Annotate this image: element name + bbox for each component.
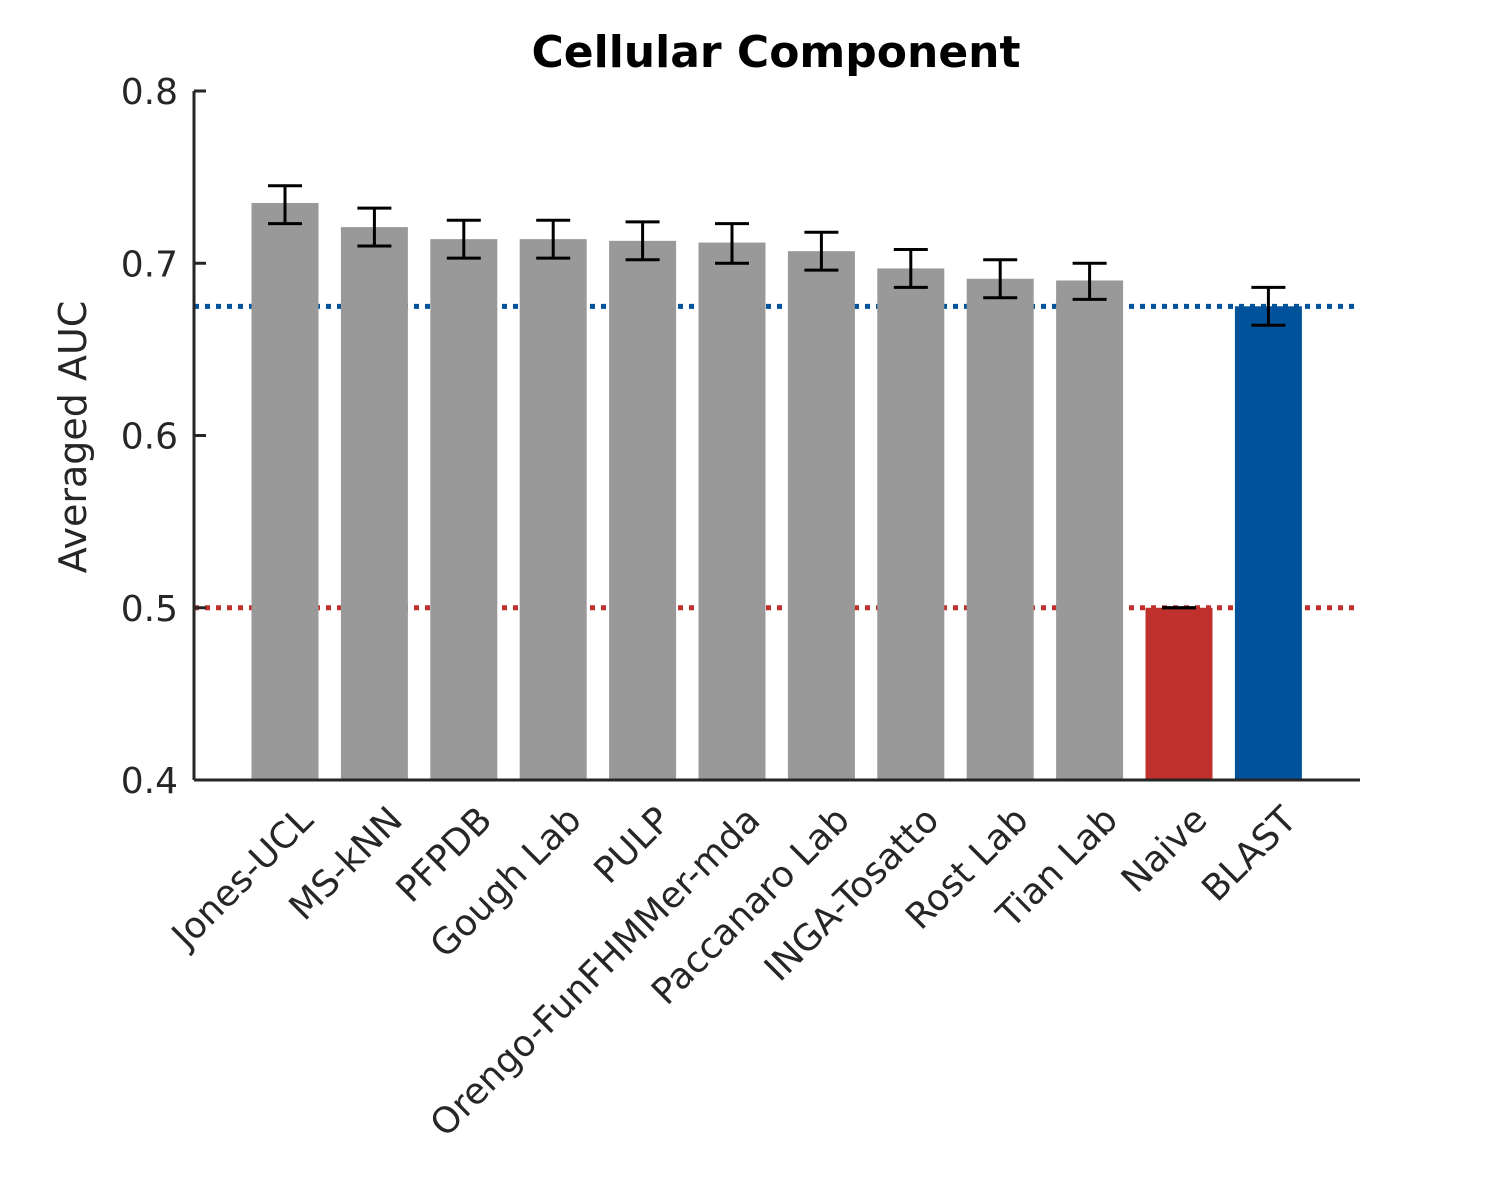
error-bar-7 (893, 247, 928, 289)
y-tick-label: 0.6 (121, 417, 178, 458)
x-tick-label: Jones-UCL (163, 799, 321, 957)
bar-9 (1056, 280, 1124, 780)
error-bar-9 (1072, 261, 1107, 301)
y-tick-label: 0.7 (121, 244, 178, 285)
chart-title: Cellular Component (531, 27, 1020, 78)
y-tick-label: 0.8 (121, 72, 178, 113)
error-bar-4 (625, 220, 660, 262)
bar-6 (787, 251, 855, 780)
y-axis-label: Averaged AUC (51, 301, 95, 574)
error-bar-3 (536, 218, 571, 260)
y-ticks: 0.4 0.5 0.6 0.7 0.8 (121, 72, 206, 802)
y-tick-label: 0.4 (121, 761, 178, 802)
error-bar-5 (715, 222, 749, 265)
x-tick-label: BLAST (1194, 799, 1305, 910)
error-bars (268, 184, 1286, 610)
bar-8 (966, 278, 1034, 780)
error-bar-6 (804, 230, 839, 272)
error-bar-8 (983, 258, 1018, 300)
bar-2 (430, 239, 498, 780)
bar-0 (251, 202, 319, 780)
error-bar-1 (357, 206, 392, 248)
error-bar-11 (1251, 285, 1286, 327)
bar-3 (519, 239, 587, 780)
bar-5 (698, 242, 766, 780)
bar-11 (1234, 306, 1302, 780)
bars (251, 202, 1302, 781)
bar-4 (609, 240, 677, 781)
error-bar-2 (446, 218, 481, 260)
y-tick-label: 0.5 (121, 589, 178, 630)
error-bar-0 (268, 184, 302, 226)
bar-7 (877, 268, 945, 780)
bar-10 (1145, 607, 1213, 780)
bar-1 (340, 227, 408, 780)
